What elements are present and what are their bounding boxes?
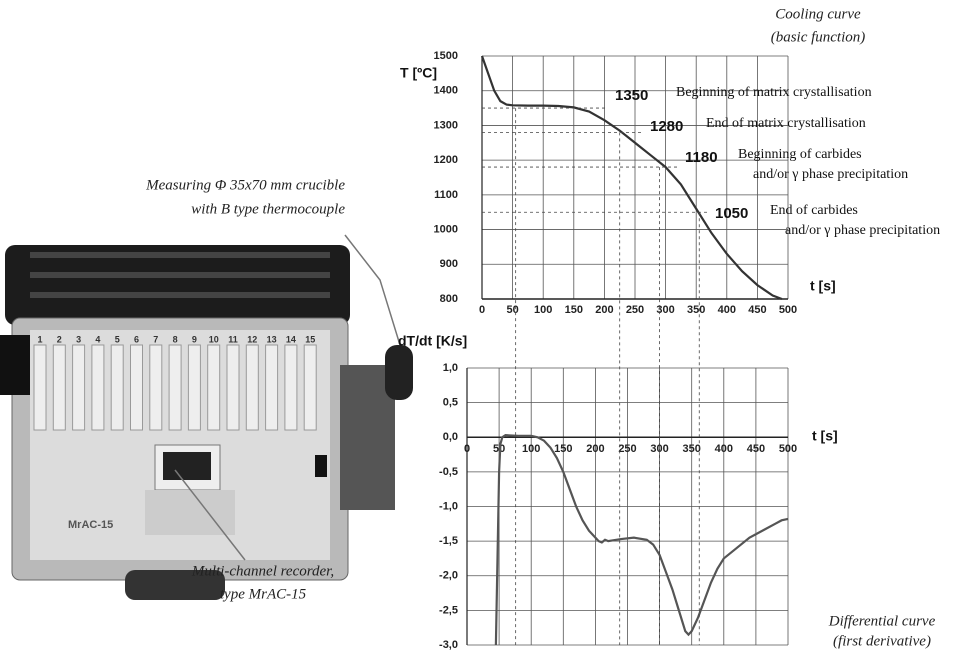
connector <box>0 335 30 395</box>
x-tick-label: 100 <box>522 443 540 455</box>
y-tick-label: -0,5 <box>439 466 458 478</box>
x-tick-label: 450 <box>748 304 766 316</box>
channel-number: 12 <box>247 334 257 344</box>
caption: Multi-channel recorder, <box>191 563 334 579</box>
x-tick-label: 250 <box>626 304 644 316</box>
x-axis-label: t [s] <box>812 428 838 444</box>
channel-strip <box>131 345 143 430</box>
x-tick-label: 150 <box>565 304 583 316</box>
screen <box>163 452 211 480</box>
y-tick-label: 0,0 <box>443 431 458 443</box>
x-tick-label: 400 <box>715 443 733 455</box>
arrow <box>345 235 400 345</box>
y-tick-label: 0,5 <box>443 397 458 409</box>
x-tick-label: 200 <box>595 304 613 316</box>
annotation-value: 1280 <box>650 118 683 135</box>
figure: MrAC-15 123456789101112131415 Measuring … <box>0 0 968 653</box>
switch <box>315 455 327 477</box>
channel-number: 5 <box>115 334 120 344</box>
annotation-text: and/or γ phase precipitation <box>785 223 940 238</box>
channel-number: 7 <box>153 334 158 344</box>
y-tick-label: -2,5 <box>439 604 458 616</box>
channel-strip <box>150 345 162 430</box>
channel-strip <box>188 345 200 430</box>
x-tick-label: 500 <box>779 304 797 316</box>
channel-number: 13 <box>267 334 277 344</box>
x-tick-label: 150 <box>554 443 572 455</box>
y-tick-label: -2,0 <box>439 570 458 582</box>
annotation-text: and/or γ phase precipitation <box>753 167 908 182</box>
channel-strip <box>208 345 220 430</box>
y-tick-label: 1300 <box>434 119 458 131</box>
x-tick-label: 100 <box>534 304 552 316</box>
annotation-value: 1050 <box>715 205 748 222</box>
chart-title: Cooling curve <box>775 6 861 22</box>
y-tick-label: 1,0 <box>443 362 458 374</box>
caption: type MrAC-15 <box>220 586 307 602</box>
channel-number: 3 <box>76 334 81 344</box>
annotation-value: 1180 <box>685 149 718 166</box>
x-tick-label: 350 <box>687 304 705 316</box>
channel-strip <box>53 345 65 430</box>
channel-strip <box>227 345 239 430</box>
x-tick-label: 50 <box>506 304 518 316</box>
channel-strip <box>34 345 46 430</box>
y-tick-label: 900 <box>440 258 458 270</box>
channel-number: 14 <box>286 334 296 344</box>
channel-strip <box>285 345 297 430</box>
channel-number: 11 <box>228 334 238 344</box>
keypad <box>145 490 235 535</box>
x-tick-label: 200 <box>586 443 604 455</box>
annotation-text: End of matrix crystallisation <box>706 116 866 131</box>
x-axis-label: t [s] <box>810 278 836 294</box>
channel-number: 4 <box>95 334 100 344</box>
y-tick-label: 1100 <box>434 189 458 201</box>
y-tick-label: 1200 <box>434 154 458 166</box>
annotation-text: Beginning of carbides <box>738 147 862 162</box>
channel-number: 6 <box>134 334 139 344</box>
channel-strip <box>111 345 123 430</box>
y-tick-label: 800 <box>440 293 458 305</box>
y-tick-label: 1000 <box>434 223 458 235</box>
x-tick-label: 500 <box>779 443 797 455</box>
channel-strip <box>246 345 258 430</box>
annotation-text: End of carbides <box>770 203 858 218</box>
chart-title: Differential curve <box>828 613 936 629</box>
y-tick-label: 1500 <box>434 50 458 62</box>
channel-strip <box>92 345 104 430</box>
y-axis-label: T [ºC] <box>400 65 437 81</box>
channel-strip <box>266 345 278 430</box>
x-tick-label: 350 <box>683 443 701 455</box>
x-tick-label: 0 <box>479 304 485 316</box>
channel-strip <box>304 345 316 430</box>
channel-strip <box>73 345 85 430</box>
channel-number: 15 <box>305 334 315 344</box>
device-label: MrAC-15 <box>68 519 113 531</box>
y-tick-label: -1,0 <box>439 500 458 512</box>
crucible <box>385 345 413 400</box>
channel-number: 8 <box>173 334 178 344</box>
chart-subtitle: (basic function) <box>771 29 866 45</box>
channel-number: 2 <box>57 334 62 344</box>
y-tick-label: 1400 <box>434 85 458 97</box>
x-tick-label: 400 <box>718 304 736 316</box>
channel-strip <box>169 345 181 430</box>
x-tick-label: 450 <box>747 443 765 455</box>
channel-number: 9 <box>192 334 197 344</box>
y-tick-label: -1,5 <box>439 535 458 547</box>
chart-subtitle: (first derivative) <box>833 633 931 649</box>
annotation-value: 1350 <box>615 87 648 104</box>
caption: with B type thermocouple <box>191 201 345 217</box>
caption: Measuring Φ 35x70 mm crucible <box>145 177 345 193</box>
annotation-text: Beginning of matrix crystallisation <box>676 85 872 100</box>
channel-number: 10 <box>209 334 219 344</box>
x-tick-label: 250 <box>618 443 636 455</box>
y-tick-label: -3,0 <box>439 639 458 651</box>
channel-number: 1 <box>37 334 42 344</box>
data-line <box>496 435 788 645</box>
y-axis-label: dT/dt [K/s] <box>398 333 467 349</box>
